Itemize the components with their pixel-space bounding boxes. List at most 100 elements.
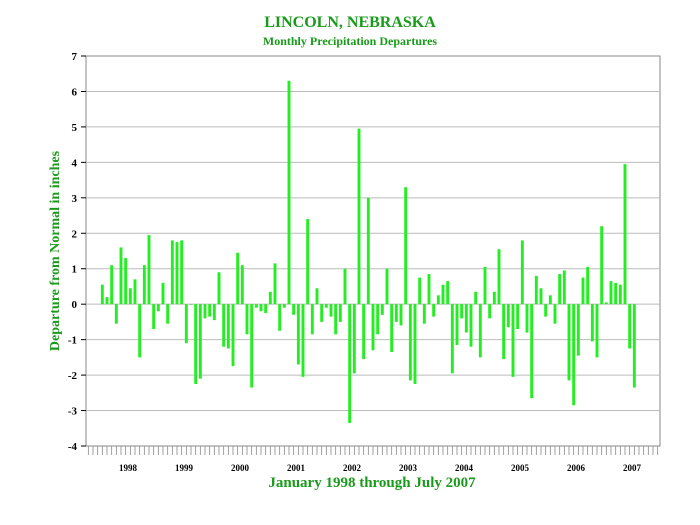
bar xyxy=(474,291,478,305)
bar xyxy=(231,304,235,367)
bar xyxy=(320,304,324,322)
bar xyxy=(310,304,314,335)
year-label: 2000 xyxy=(231,463,250,473)
bar xyxy=(362,304,366,360)
year-label: 2004 xyxy=(455,463,474,473)
bar xyxy=(366,197,370,305)
bar xyxy=(586,266,590,305)
bar xyxy=(483,266,487,305)
bar xyxy=(534,275,538,305)
bar xyxy=(390,304,394,353)
bar xyxy=(259,304,263,312)
bar xyxy=(142,265,146,305)
y-axis-ticks: -4 -3 -2 -1 0 1 2 3 4 5 6 7 xyxy=(68,51,86,453)
chart-subtitle: Monthly Precipitation Departures xyxy=(263,34,438,48)
bar xyxy=(572,304,576,406)
bar xyxy=(511,304,515,377)
bar-series xyxy=(100,80,636,423)
bar xyxy=(413,304,417,384)
bar xyxy=(292,304,296,315)
bar xyxy=(170,240,174,305)
bar xyxy=(516,304,520,329)
bar xyxy=(100,284,104,305)
bar xyxy=(604,302,608,305)
bar xyxy=(212,304,216,321)
bar xyxy=(544,304,548,317)
bar xyxy=(371,304,375,351)
bar xyxy=(492,291,496,305)
x-axis-ticks xyxy=(87,446,659,455)
year-label: 2002 xyxy=(343,463,362,473)
bar xyxy=(614,282,618,305)
bar xyxy=(408,304,412,381)
bar xyxy=(189,304,193,305)
y-axis-label: Departure from Normal in inches xyxy=(48,150,63,351)
bar xyxy=(133,279,137,305)
y-tick-label: 2 xyxy=(72,228,78,240)
bar xyxy=(632,304,636,388)
bar xyxy=(254,304,258,308)
bar xyxy=(446,281,450,305)
bar xyxy=(240,265,244,305)
bar xyxy=(166,304,170,324)
bar xyxy=(306,219,310,305)
bar xyxy=(348,304,352,423)
bar xyxy=(194,304,198,384)
bar xyxy=(525,304,529,333)
bar xyxy=(469,304,473,347)
bar xyxy=(236,252,240,305)
bar xyxy=(394,304,398,322)
bar xyxy=(422,304,426,324)
bar xyxy=(217,272,221,305)
bar xyxy=(609,281,613,305)
grid-lines xyxy=(86,90,660,412)
bar xyxy=(380,304,384,315)
bar xyxy=(110,265,114,305)
y-tick-label: 1 xyxy=(72,264,78,276)
bar xyxy=(441,284,445,305)
bar xyxy=(385,268,389,305)
bar xyxy=(334,304,338,335)
bar xyxy=(600,226,604,305)
chart-title: LINCOLN, NEBRASKA xyxy=(264,14,436,31)
bar xyxy=(497,249,501,305)
bar xyxy=(488,304,492,319)
bar xyxy=(329,304,333,317)
x-axis-label: January 1998 through July 2007 xyxy=(268,475,476,491)
bar xyxy=(628,304,632,349)
year-labels: 1998 1999 2000 2001 2002 2003 2004 2005 2006 2007 xyxy=(119,463,642,473)
bar xyxy=(296,304,300,365)
y-tick-label: -2 xyxy=(68,370,78,382)
y-tick-label: 4 xyxy=(72,157,78,169)
bar xyxy=(156,304,160,312)
bar xyxy=(352,304,356,374)
bar xyxy=(506,304,510,328)
y-tick-label: 0 xyxy=(72,299,78,311)
bar xyxy=(278,304,282,331)
bar xyxy=(161,282,165,305)
bar xyxy=(530,304,534,399)
bar xyxy=(245,304,249,335)
bar xyxy=(203,304,207,319)
bar xyxy=(450,304,454,374)
bar xyxy=(520,240,524,305)
bar xyxy=(184,304,188,344)
bar xyxy=(105,297,109,305)
bar xyxy=(301,304,305,377)
bar xyxy=(250,304,254,388)
bar xyxy=(623,164,627,305)
bar xyxy=(618,284,622,305)
bar xyxy=(124,258,128,305)
bar xyxy=(455,304,459,345)
bar xyxy=(553,304,557,324)
bar xyxy=(548,295,552,305)
bar xyxy=(287,80,291,305)
bar xyxy=(114,304,118,324)
bar xyxy=(376,304,380,335)
bar xyxy=(264,304,268,314)
bar xyxy=(436,295,440,305)
y-tick-label: -4 xyxy=(68,441,78,453)
bar xyxy=(427,274,431,305)
y-tick-label: -1 xyxy=(68,335,77,347)
y-tick-label: 6 xyxy=(72,86,78,98)
